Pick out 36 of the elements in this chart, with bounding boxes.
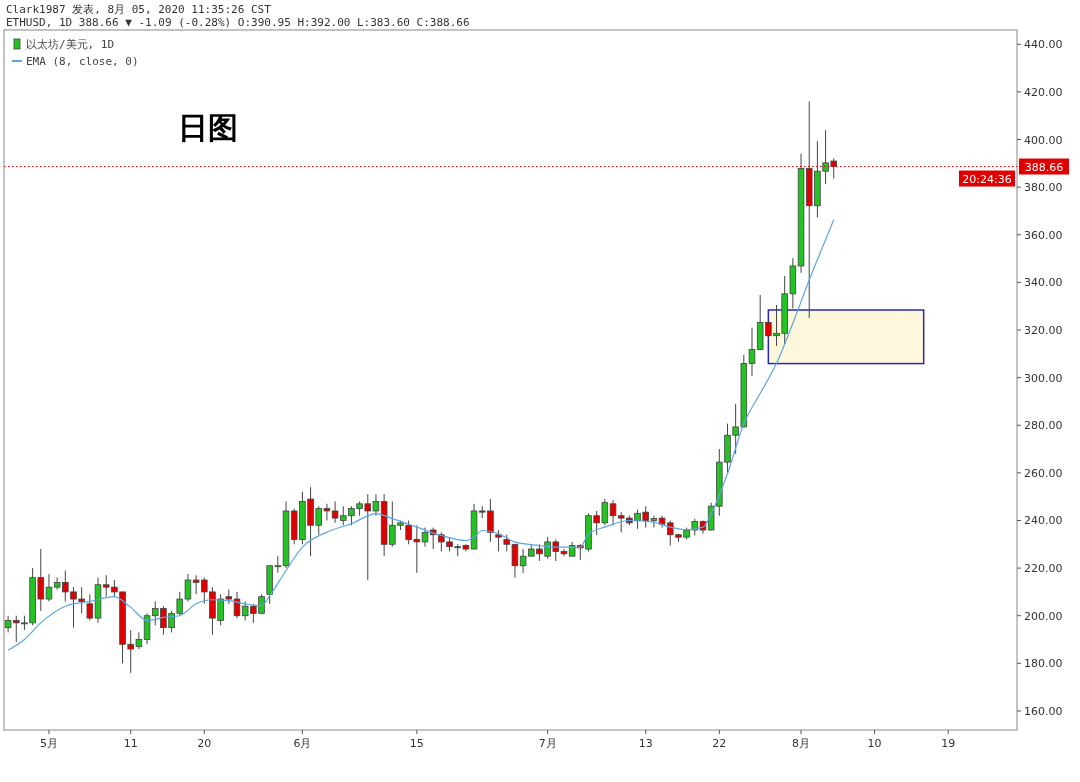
candlestick bbox=[495, 529, 502, 552]
y-tick-label: 300.00 bbox=[1024, 371, 1063, 385]
y-tick-label: 280.00 bbox=[1024, 419, 1063, 433]
x-tick-label: 5月 bbox=[39, 737, 58, 750]
y-tick-label: 260.00 bbox=[1024, 466, 1063, 480]
text: 日图 bbox=[178, 110, 238, 145]
x-tick-label: 7月 bbox=[538, 737, 557, 750]
y-tick-label: 340.00 bbox=[1024, 276, 1063, 290]
y-tick-label: 440.00 bbox=[1024, 38, 1063, 52]
annotation: 20:24:36 bbox=[962, 172, 1012, 186]
x-tick-label: 22 bbox=[712, 737, 727, 750]
y-tick-label: 420.00 bbox=[1024, 85, 1063, 99]
x-tick-label: 19 bbox=[941, 737, 956, 750]
y-tick-label: 320.00 bbox=[1024, 324, 1063, 337]
text: Clark1987 发表, 8月 05, 2020 11:35:26 CST bbox=[6, 3, 272, 16]
y-tick-label: 220.00 bbox=[1024, 562, 1063, 576]
x-tick-label: 11 bbox=[123, 737, 138, 750]
x-tick-label: 13 bbox=[638, 737, 653, 750]
y-tick-label: 160.00 bbox=[1024, 704, 1063, 718]
line-series bbox=[7, 219, 835, 651]
candlestick bbox=[707, 502, 715, 531]
y-tick-label: 200.00 bbox=[1024, 609, 1063, 623]
y-tick-label: 180.00 bbox=[1024, 657, 1063, 671]
legend-label: EMA (8, close, 0) bbox=[26, 55, 139, 68]
y-tick-label: 360.00 bbox=[1024, 228, 1063, 242]
x-tick-label: 20 bbox=[197, 737, 212, 750]
x-tick-label: 6月 bbox=[293, 737, 312, 750]
legend-label: 以太坊/美元, 1D bbox=[26, 38, 115, 51]
x-tick-label: 15 bbox=[409, 737, 424, 750]
ref-line-label: 388.66 bbox=[1024, 160, 1064, 174]
x-tick-label: 10 bbox=[867, 737, 882, 750]
text: ETHUSD, 1D 388.66 ▼ -1.09 (-0.28%) O:390.95 H:392.00 L:383.60 C:388.66 bbox=[6, 16, 470, 29]
y-tick-label: 240.00 bbox=[1024, 514, 1063, 528]
y-tick-label: 380.00 bbox=[1024, 181, 1063, 195]
x-tick-label: 8月 bbox=[792, 737, 811, 750]
y-tick-label: 400.00 bbox=[1024, 133, 1063, 147]
